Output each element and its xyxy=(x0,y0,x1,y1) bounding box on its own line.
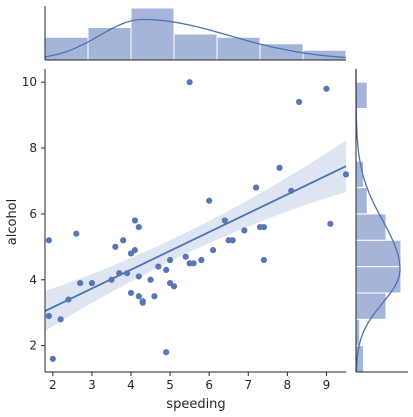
scatter-point xyxy=(57,316,64,323)
scatter-point xyxy=(182,253,189,260)
scatter-point xyxy=(221,217,228,224)
scatter-point xyxy=(209,247,217,254)
scatter-point xyxy=(88,279,96,287)
scatter-point xyxy=(288,187,295,194)
y-tick-label: 2 xyxy=(29,339,37,353)
x-tick-label: 8 xyxy=(284,378,292,392)
regression-line xyxy=(44,165,347,312)
x-tick-label: 7 xyxy=(244,378,252,392)
scatter-point xyxy=(45,237,53,244)
scatter-point xyxy=(116,270,123,277)
histogram-bar xyxy=(355,292,387,320)
histogram-bar xyxy=(355,81,368,110)
scatter-point xyxy=(163,349,170,356)
x-tick-label: 3 xyxy=(88,378,96,392)
scatter-point xyxy=(276,164,283,171)
scatter-point xyxy=(342,171,350,178)
scatter-point xyxy=(139,298,146,305)
scatter-point xyxy=(327,220,334,227)
scatter-point xyxy=(131,247,139,254)
kde-curve-x xyxy=(44,18,347,59)
y-axis-ticks: 2 4 6 8 10 xyxy=(22,75,45,353)
histogram-bar xyxy=(355,266,402,294)
scatter-point xyxy=(166,256,174,264)
x-tick-label: 2 xyxy=(49,378,57,392)
scatter-point xyxy=(131,217,139,224)
scatter-point xyxy=(77,279,84,287)
marginal-x-histogram xyxy=(44,6,347,61)
scatter-point xyxy=(323,85,330,92)
x-tick-label: 9 xyxy=(323,378,331,392)
y-tick-label: 6 xyxy=(29,207,37,221)
histogram-bar xyxy=(355,318,361,347)
confidence-band xyxy=(45,140,346,332)
scatter-point xyxy=(260,223,268,231)
y-tick-label: 8 xyxy=(29,141,37,155)
scatter-point xyxy=(135,223,142,231)
scatter-point xyxy=(65,296,72,303)
scatter-point xyxy=(252,184,260,191)
scatter-point xyxy=(163,266,170,274)
histogram-bar xyxy=(355,187,368,215)
scatter-point xyxy=(112,243,119,250)
scatter-point xyxy=(123,270,131,277)
scatter-point xyxy=(127,289,135,297)
axes-spines xyxy=(44,69,346,373)
histogram-bar xyxy=(130,7,175,61)
x-axis-ticks: 2 3 4 5 6 7 8 9 xyxy=(49,372,330,392)
scatter-point xyxy=(206,197,213,204)
scatter-point xyxy=(108,276,115,283)
scatter-point xyxy=(241,227,248,234)
histogram-bar xyxy=(87,27,132,61)
scatter-panel xyxy=(44,79,350,362)
scatter-point xyxy=(151,293,158,300)
y-tick-label: 4 xyxy=(29,273,37,287)
scatter-point xyxy=(229,237,236,244)
marginal-y-histogram xyxy=(355,69,408,373)
scatter-point xyxy=(49,355,56,362)
scatter-point xyxy=(73,230,80,237)
scatter-point xyxy=(170,283,178,290)
histogram-bar xyxy=(355,239,402,268)
scatter-point xyxy=(260,256,268,264)
scatter-point xyxy=(135,273,142,280)
histogram-bar xyxy=(173,33,218,61)
scatter-point xyxy=(190,260,197,267)
x-tick-label: 4 xyxy=(127,378,135,392)
scatter-point xyxy=(45,312,53,320)
scatter-point xyxy=(147,276,154,283)
scatter-point xyxy=(186,79,193,86)
scatter-point xyxy=(155,263,162,270)
y-axis-label: alcohol xyxy=(5,199,20,245)
x-axis-label: speeding xyxy=(166,397,225,412)
y-tick-label: 10 xyxy=(22,75,37,89)
x-tick-label: 6 xyxy=(205,378,213,392)
scatter-point xyxy=(120,237,127,244)
histogram-bar xyxy=(44,36,89,61)
scatter-point xyxy=(295,98,303,106)
x-tick-label: 5 xyxy=(166,378,174,392)
scatter-point xyxy=(198,256,205,264)
histogram-bar xyxy=(216,36,261,61)
scatter-point xyxy=(135,293,142,300)
